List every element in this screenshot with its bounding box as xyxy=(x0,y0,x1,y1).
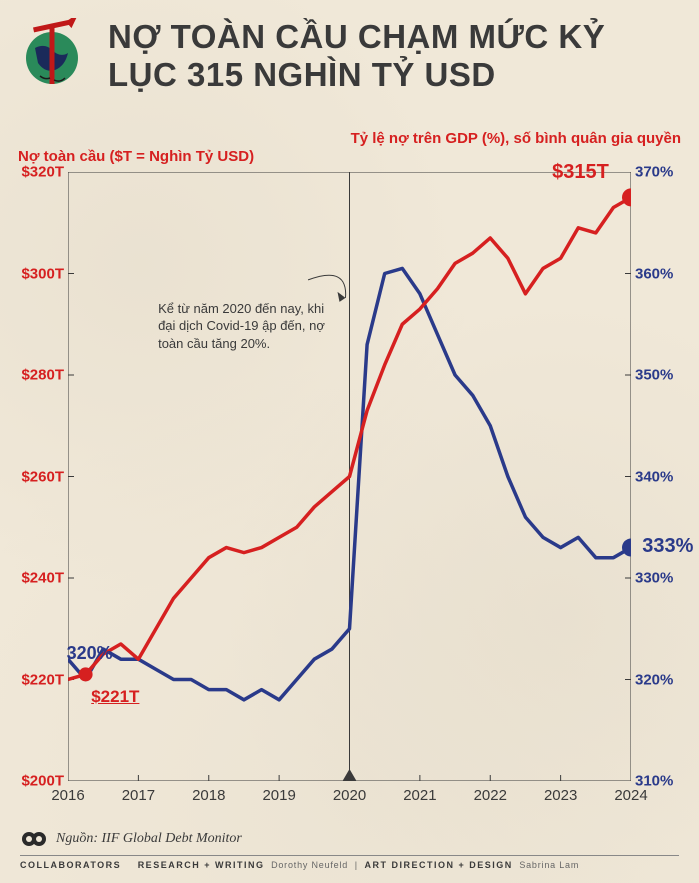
x-tick: 2016 xyxy=(51,787,84,804)
page-title: NỢ TOÀN CẦU CHẠM MỨC KỶ LỤC 315 NGHÌN TỶ… xyxy=(108,18,679,94)
data-point-label: $315T xyxy=(552,161,609,184)
y-right-tick: 320% xyxy=(635,671,673,688)
x-tick: 2024 xyxy=(614,787,647,804)
y-right-tick: 350% xyxy=(635,367,673,384)
x-tick: 2019 xyxy=(262,787,295,804)
source-text: Nguồn: IIF Global Debt Monitor xyxy=(56,831,242,847)
x-tick: 2021 xyxy=(403,787,436,804)
y-left-tick: $320T xyxy=(21,164,64,181)
header: NỢ TOÀN CẦU CHẠM MỨC KỶ LỤC 315 NGHÌN TỶ… xyxy=(20,18,679,94)
data-point-label: 320% xyxy=(67,643,113,664)
x-ticks: 201620172018201920202021202220232024 xyxy=(68,787,631,805)
data-point-label: 333% xyxy=(642,535,693,558)
chart: Nợ toàn cầu ($T = Nghìn Tỷ USD) Tỷ lệ nợ… xyxy=(18,148,681,813)
x-tick: 2023 xyxy=(544,787,577,804)
covid-annotation: Kể từ năm 2020 đến nay, khi đại dịch Cov… xyxy=(158,300,338,353)
y-left-tick: $300T xyxy=(21,265,64,282)
footer: Nguồn: IIF Global Debt Monitor COLLABORA… xyxy=(0,821,699,883)
y-left-ticks: $200T$220T$240T$260T$280T$300T$320T xyxy=(18,172,68,781)
data-point-label: $221T xyxy=(91,687,139,707)
x-tick: 2017 xyxy=(122,787,155,804)
x-tick: 2022 xyxy=(474,787,507,804)
y-right-tick: 360% xyxy=(635,265,673,282)
y-left-axis-label: Nợ toàn cầu ($T = Nghìn Tỷ USD) xyxy=(18,148,254,165)
globe-debt-icon xyxy=(20,18,92,90)
y-left-tick: $260T xyxy=(21,468,64,485)
x-tick: 2020 xyxy=(333,787,366,804)
footer-logo-icon xyxy=(20,829,48,849)
y-left-tick: $220T xyxy=(21,671,64,688)
x-tick: 2018 xyxy=(192,787,225,804)
y-right-tick: 370% xyxy=(635,164,673,181)
y-right-tick: 340% xyxy=(635,468,673,485)
y-right-tick: 330% xyxy=(635,570,673,587)
collaborators-row: COLLABORATORS RESEARCH + WRITING Dorothy… xyxy=(20,855,679,870)
y-right-axis-label: Tỷ lệ nợ trên GDP (%), số bình quân gia … xyxy=(351,130,681,148)
plot-area: Kể từ năm 2020 đến nay, khi đại dịch Cov… xyxy=(68,172,631,781)
y-left-tick: $280T xyxy=(21,367,64,384)
y-left-tick: $240T xyxy=(21,570,64,587)
y-right-ticks: 310%320%330%340%350%360%370% xyxy=(631,172,681,781)
